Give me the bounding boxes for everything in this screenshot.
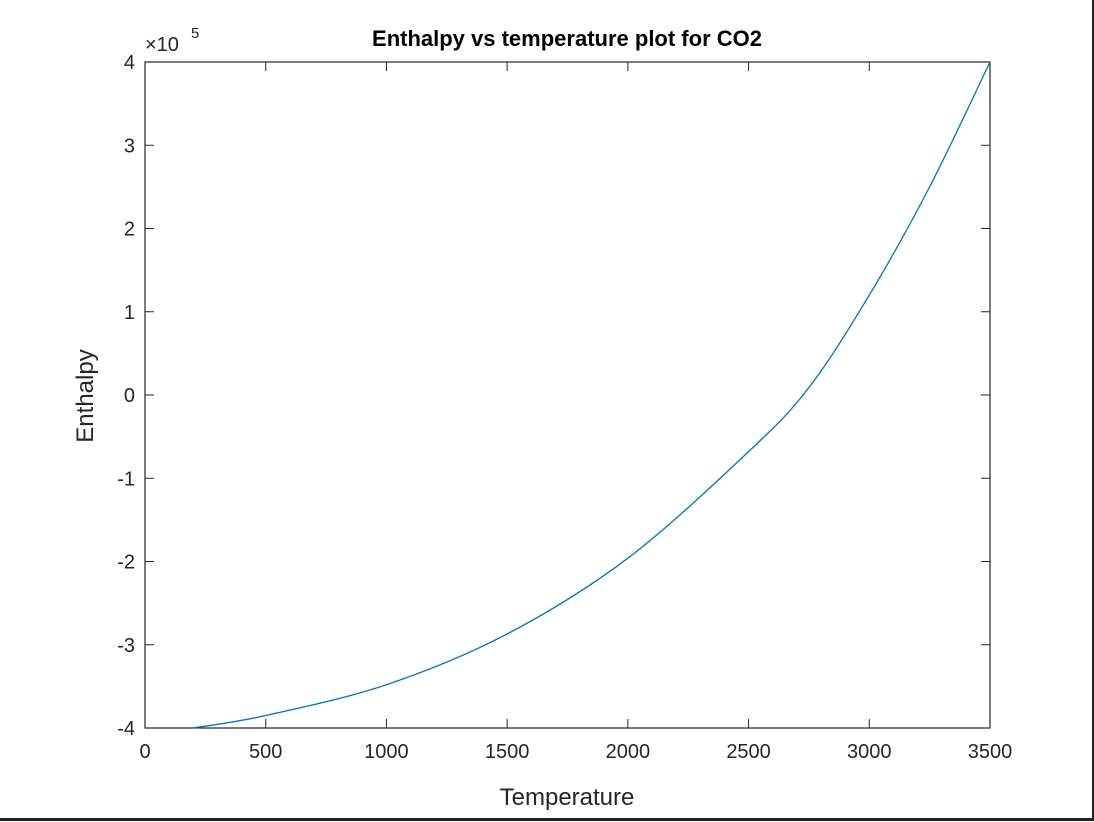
y-exponent-base: ×10 [145,34,179,56]
y-exponent-power: 5 [191,25,199,42]
enthalpy-series-line [193,61,991,729]
y-tick-labels: -4 -3 -2 -1 0 1 2 3 4 [117,52,135,740]
tick-marks [144,61,991,729]
x-axis-title: Temperature [500,784,635,811]
series-group [193,61,991,729]
y-tick-label: -1 [117,468,135,490]
x-tick-label: 3000 [847,741,892,763]
plot-area [144,61,991,729]
x-tick-label: 3500 [968,741,1013,763]
chart-title: Enthalpy vs temperature plot for CO2 [372,26,762,51]
y-exponent-label: ×10 5 [145,25,199,56]
y-tick-label: -3 [117,635,135,657]
y-tick-label: 2 [124,219,135,241]
x-tick-labels: 0 500 1000 1500 2000 2500 3000 3500 [139,741,1012,763]
x-tick-label: 2000 [606,741,651,763]
y-tick-label: 4 [124,52,135,74]
y-tick-label: -2 [117,552,135,574]
x-tick-label: 1000 [364,741,409,763]
x-tick-label: 0 [139,741,150,763]
y-tick-label: 1 [124,302,135,324]
y-tick-label: 3 [124,135,135,157]
y-axis-title: Enthalpy [72,349,99,442]
y-tick-label: 0 [124,385,135,407]
x-tick-label: 1500 [485,741,530,763]
y-tick-label: -4 [117,718,135,740]
x-tick-label: 2500 [726,741,771,763]
x-tick-label: 500 [249,741,282,763]
axes-box [144,61,991,729]
